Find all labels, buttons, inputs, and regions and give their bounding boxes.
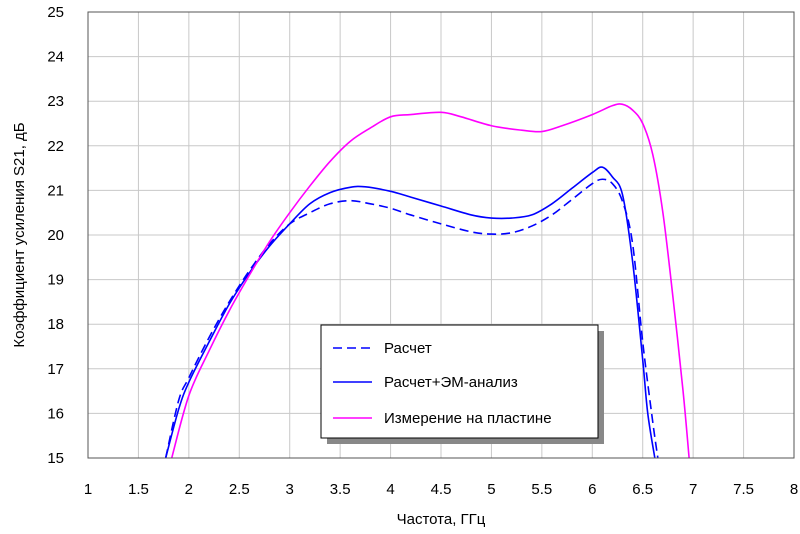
y-tick-label: 21 — [47, 182, 64, 199]
x-axis-title: Частота, ГГц — [397, 511, 486, 528]
series-line-3 — [170, 103, 690, 458]
x-tick-label: 5 — [487, 481, 495, 498]
y-tick-label: 20 — [47, 227, 64, 244]
y-tick-label: 24 — [47, 49, 64, 66]
series-line-2 — [164, 166, 656, 458]
y-tick-labels: 15 16 17 18 19 20 21 22 23 24 25 — [47, 4, 64, 467]
y-axis-title: Коэффициент усиления S21, дБ — [11, 122, 28, 347]
y-tick-label: 23 — [47, 93, 64, 110]
x-tick-label: 4.5 — [431, 481, 452, 498]
y-tick-label: 18 — [47, 316, 64, 333]
legend: Расчет Расчет+ЭМ-анализ Измерение на пласт… — [320, 324, 604, 444]
x-tick-label: 2 — [185, 481, 193, 498]
legend-label-3: Измерение на пластине — [384, 410, 552, 427]
y-tick-label: 22 — [47, 138, 64, 155]
x-tick-label: 2.5 — [229, 481, 250, 498]
y-tick-label: 17 — [47, 361, 64, 378]
y-tick-label: 16 — [47, 405, 64, 422]
y-tick-label: 15 — [47, 450, 64, 467]
plot-frame — [87, 11, 795, 459]
x-tick-label: 7.5 — [733, 481, 754, 498]
x-tick-label: 8 — [790, 481, 798, 498]
x-tick-label: 3.5 — [330, 481, 351, 498]
y-tick-label: 19 — [47, 272, 64, 289]
x-tick-label: 3 — [286, 481, 294, 498]
x-tick-label: 7 — [689, 481, 697, 498]
x-tick-label: 1 — [84, 481, 92, 498]
x-tick-label: 6 — [588, 481, 596, 498]
x-tick-labels: 1 1.5 2 2.5 3 3.5 4 4.5 5 5.5 6 6.5 7 7.5 8 — [84, 481, 798, 498]
x-tick-label: 5.5 — [531, 481, 552, 498]
x-tick-label: 6.5 — [632, 481, 653, 498]
legend-items: Расчет Расчет+ЭМ-анализ Измерение на пласт… — [333, 340, 552, 427]
x-tick-label: 1.5 — [128, 481, 149, 498]
y-tick-label: 25 — [47, 4, 64, 21]
x-tick-label: 4 — [386, 481, 394, 498]
legend-label-1: Расчет — [384, 340, 432, 357]
series-line-1 — [164, 178, 659, 458]
series-layer — [164, 103, 690, 458]
legend-label-2: Расчет+ЭМ-анализ — [384, 374, 518, 391]
